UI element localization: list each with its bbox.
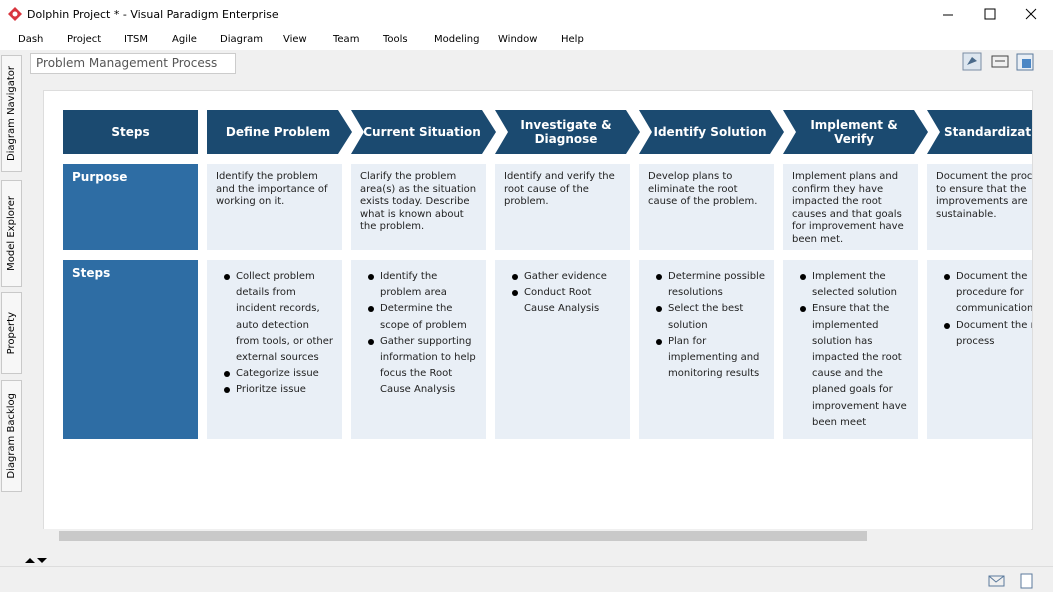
step-chevron: Standardization bbox=[927, 110, 1032, 154]
purpose-cell: Develop plans to eliminate the root caus… bbox=[639, 164, 774, 250]
menu-item[interactable]: ITSM bbox=[124, 34, 149, 45]
status-bar bbox=[0, 566, 1053, 592]
step-item: Document the procedure for communication bbox=[944, 269, 1032, 318]
side-tab-label: Property bbox=[6, 311, 17, 355]
chevron-shape bbox=[351, 110, 496, 154]
steps-list: Collect problem details from incident re… bbox=[216, 269, 333, 399]
row-label: Steps bbox=[63, 260, 198, 439]
side-tab[interactable]: Diagram Navigator bbox=[1, 55, 22, 172]
step-chevron: Implement & Verify bbox=[783, 110, 929, 154]
side-tab-label: Model Explorer bbox=[6, 196, 17, 271]
step-item: Conduct Root Cause Analysis bbox=[512, 285, 621, 317]
steps-list: Document the procedure for communication… bbox=[936, 269, 1032, 350]
step-item: Plan for implementing and monitoring res… bbox=[656, 334, 765, 383]
steps-cell: Collect problem details from incident re… bbox=[207, 260, 342, 439]
app-icon bbox=[8, 7, 22, 21]
side-tab[interactable]: Property bbox=[1, 292, 22, 374]
steps-cell: Implement the selected solution Ensure th… bbox=[783, 260, 918, 439]
menu-item[interactable]: Diagram bbox=[220, 34, 263, 45]
menu-item[interactable]: Agile bbox=[172, 34, 197, 45]
step-chevron: Investigate & Diagnose bbox=[495, 110, 641, 154]
steps-list: Gather evidence Conduct Root Cause Analys… bbox=[504, 269, 621, 318]
steps-cell: Document the procedure for communication… bbox=[927, 260, 1032, 439]
header-label: Steps bbox=[111, 125, 150, 139]
step-item: Identify the problem area bbox=[368, 269, 477, 301]
step-item: Select the best solution bbox=[656, 301, 765, 333]
menu-item[interactable]: Modeling bbox=[434, 34, 480, 45]
step-item: Determine the scope of problem bbox=[368, 301, 477, 333]
step-title: Standardization bbox=[943, 125, 1032, 139]
purpose-cell: Clarify the problem area(s) as the situa… bbox=[351, 164, 486, 250]
chevron-shape bbox=[207, 110, 352, 154]
menu-item[interactable]: Dash bbox=[18, 34, 44, 45]
row-label: Purpose bbox=[63, 164, 198, 250]
menu-item[interactable]: Help bbox=[561, 34, 584, 45]
horizontal-scrollbar[interactable] bbox=[43, 529, 1031, 543]
scroll-thumb[interactable] bbox=[59, 531, 867, 541]
steps-cell: Determine possible resolutions Select the… bbox=[639, 260, 774, 439]
side-tab-label: Diagram Navigator bbox=[6, 65, 17, 162]
step-chevron: Identify Solution bbox=[639, 110, 785, 154]
step-item: Categorize issue bbox=[224, 366, 333, 382]
steps-list: Identify the problem area Determine the s… bbox=[360, 269, 477, 399]
chevron-shape bbox=[639, 110, 784, 154]
purpose-cell: Identify the problem and the importance … bbox=[207, 164, 342, 250]
step-title: Implement & Verify bbox=[810, 118, 898, 146]
step-item: Gather evidence bbox=[512, 269, 621, 285]
step-item: Prioritze issue bbox=[224, 382, 333, 398]
purpose-cell: Identify and verify the root cause of th… bbox=[495, 164, 630, 250]
steps-cell: Gather evidence Conduct Root Cause Analys… bbox=[495, 260, 630, 439]
status-icons[interactable] bbox=[988, 573, 1038, 589]
collapse-arrows[interactable] bbox=[25, 557, 49, 565]
steps-list: Determine possible resolutions Select the… bbox=[648, 269, 765, 382]
step-item: Ensure that the implemented solution has… bbox=[800, 301, 909, 431]
side-tab-label: Diagram Backlog bbox=[6, 393, 17, 479]
step-item: Document the new process bbox=[944, 318, 1032, 350]
menu-item[interactable]: Tools bbox=[383, 34, 408, 45]
menu-item[interactable]: View bbox=[283, 34, 307, 45]
step-item: Collect problem details from incident re… bbox=[224, 269, 333, 366]
step-item: Implement the selected solution bbox=[800, 269, 909, 301]
step-title: Current Situation bbox=[363, 125, 481, 139]
window-title: Dolphin Project * - Visual Paradigm Ente… bbox=[27, 8, 279, 21]
step-item: Gather supporting information to help fo… bbox=[368, 334, 477, 399]
steps-list: Implement the selected solution Ensure th… bbox=[792, 269, 909, 431]
title-bar: Dolphin Project * - Visual Paradigm Ente… bbox=[0, 0, 1053, 30]
menu-item[interactable]: Window bbox=[498, 34, 538, 45]
side-tab[interactable]: Diagram Backlog bbox=[1, 380, 22, 492]
side-tab[interactable]: Model Explorer bbox=[1, 180, 22, 287]
header-cell: Steps bbox=[63, 110, 198, 154]
window-controls[interactable] bbox=[935, 4, 1045, 26]
chevron-shape bbox=[783, 110, 928, 154]
step-title: Define Problem bbox=[225, 125, 331, 139]
step-item: Determine possible resolutions bbox=[656, 269, 765, 301]
step-title: Investigate & Diagnose bbox=[520, 118, 612, 146]
toolbar-icons[interactable] bbox=[962, 52, 1037, 72]
step-chevron: Current Situation bbox=[351, 110, 497, 154]
purpose-cell: Implement plans and confirm they have im… bbox=[783, 164, 918, 250]
chevron-shape bbox=[927, 110, 1032, 154]
step-title: Identify Solution bbox=[653, 125, 767, 139]
menu-item[interactable]: Project bbox=[67, 34, 102, 45]
steps-cell: Identify the problem area Determine the s… bbox=[351, 260, 486, 439]
breadcrumb[interactable]: Problem Management Process bbox=[30, 53, 237, 74]
chevron-shape bbox=[495, 110, 640, 154]
menu-item[interactable]: Team bbox=[333, 34, 360, 45]
menu-bar: Dash Project ITSM Agile Diagram View Team Tools… bbox=[0, 30, 1053, 50]
step-chevron: Define Problem bbox=[207, 110, 353, 154]
purpose-cell: Document the process to ensure that the … bbox=[927, 164, 1032, 250]
diagram-canvas: Steps Purpose Steps Define Problem Identify … bbox=[43, 90, 1033, 530]
